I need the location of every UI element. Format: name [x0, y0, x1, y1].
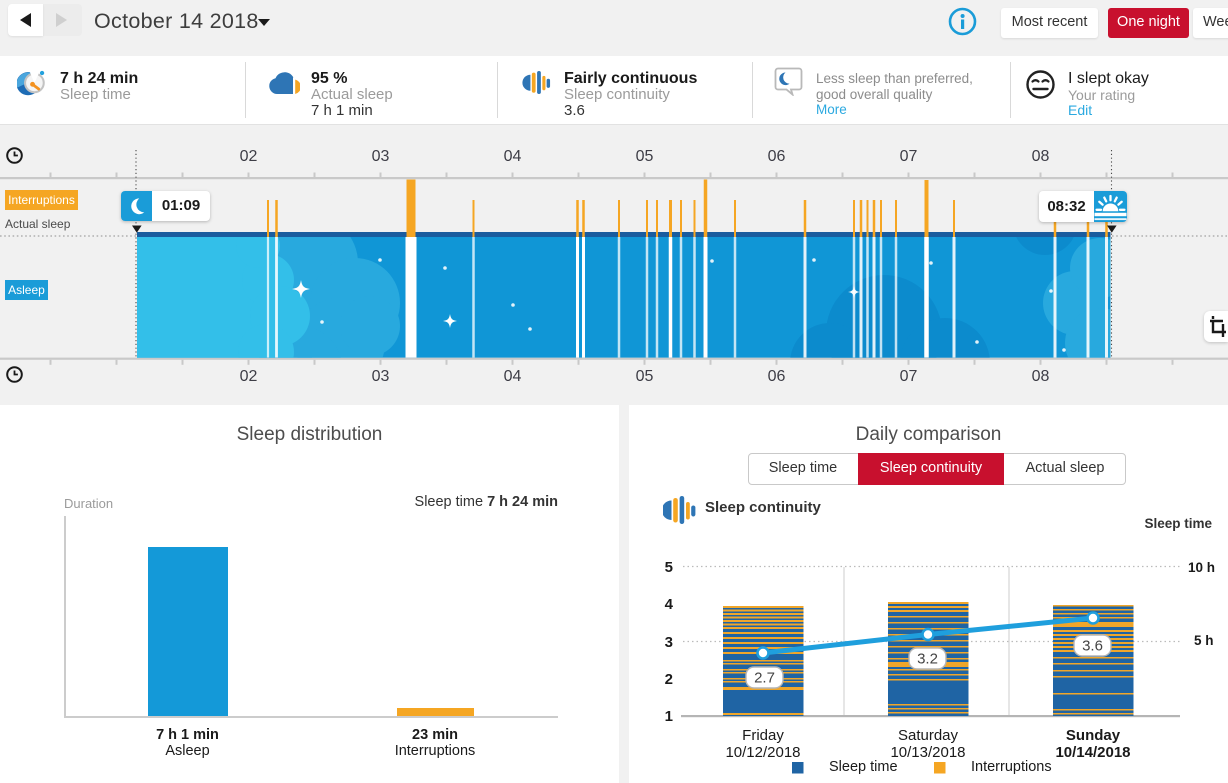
svg-text:3.2: 3.2 [917, 651, 938, 668]
svg-text:3.6: 3.6 [1082, 638, 1103, 655]
svg-text:2.7: 2.7 [754, 670, 775, 687]
